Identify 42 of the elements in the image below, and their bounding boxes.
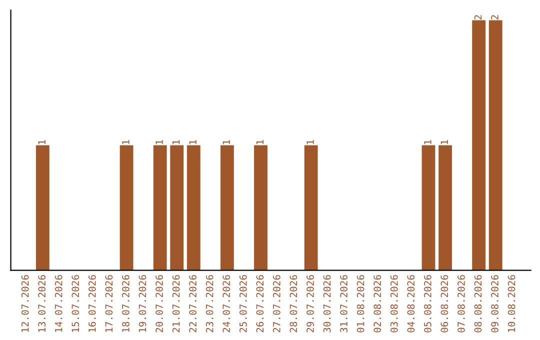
x-tick-label: 01.08.2026 [356, 275, 364, 332]
x-tick-label: 18.07.2026 [122, 275, 130, 332]
x-tick-label: 12.07.2026 [21, 275, 29, 332]
x-tick-label: 21.07.2026 [172, 275, 180, 332]
x-tick-label: 09.08.2026 [491, 275, 498, 332]
x-tick-label: 08.08.2026 [474, 275, 482, 332]
x-tick-label: 22.07.2026 [189, 275, 196, 332]
x-tick-label: 24.07.2026 [222, 275, 230, 332]
data-label: 1 [156, 140, 163, 144]
data-label: 1 [172, 140, 180, 144]
x-tick-label: 30.07.2026 [323, 275, 331, 332]
x-tick-label: 07.08.2026 [458, 275, 465, 332]
x-tick-label: 26.07.2026 [256, 275, 264, 332]
x-tick-label: 04.08.2026 [407, 275, 415, 332]
data-label: 1 [38, 140, 46, 144]
x-tick-label: 17.07.2026 [105, 275, 113, 332]
data-label: 1 [256, 140, 264, 144]
x-tick-label: 03.08.2026 [390, 275, 398, 332]
x-tick-label: 20.07.2026 [156, 275, 163, 332]
data-label: 1 [424, 140, 432, 144]
x-tick-label: 23.07.2026 [206, 275, 214, 332]
x-tick-label: 16.07.2026 [88, 275, 96, 332]
x-tick-label: 02.08.2026 [374, 275, 382, 332]
x-tick-label: 14.07.2026 [54, 275, 62, 332]
data-label: 1 [222, 140, 230, 144]
x-tick-label: 28.07.2026 [290, 275, 298, 332]
x-tick-label: 10.08.2026 [508, 275, 516, 332]
x-tick-label: 06.08.2026 [440, 275, 448, 332]
data-label: 2 [491, 15, 498, 20]
data-label: 2 [474, 15, 482, 20]
data-label: 1 [122, 140, 130, 144]
x-tick-label: 19.07.2026 [138, 275, 146, 332]
data-label: 1 [306, 140, 314, 144]
data-label: 1 [440, 140, 448, 144]
x-tick-label: 15.07.2026 [72, 275, 80, 332]
x-tick-label: 27.07.2026 [273, 275, 280, 332]
x-tick-label: 31.07.2026 [340, 275, 348, 332]
x-tick-label: 29.07.2026 [306, 275, 314, 332]
x-tick-label: 25.07.2026 [239, 275, 247, 332]
x-tick-label: 13.07.2026 [38, 275, 46, 332]
x-tick-label: 05.08.2026 [424, 275, 432, 332]
data-label: 1 [189, 140, 196, 144]
